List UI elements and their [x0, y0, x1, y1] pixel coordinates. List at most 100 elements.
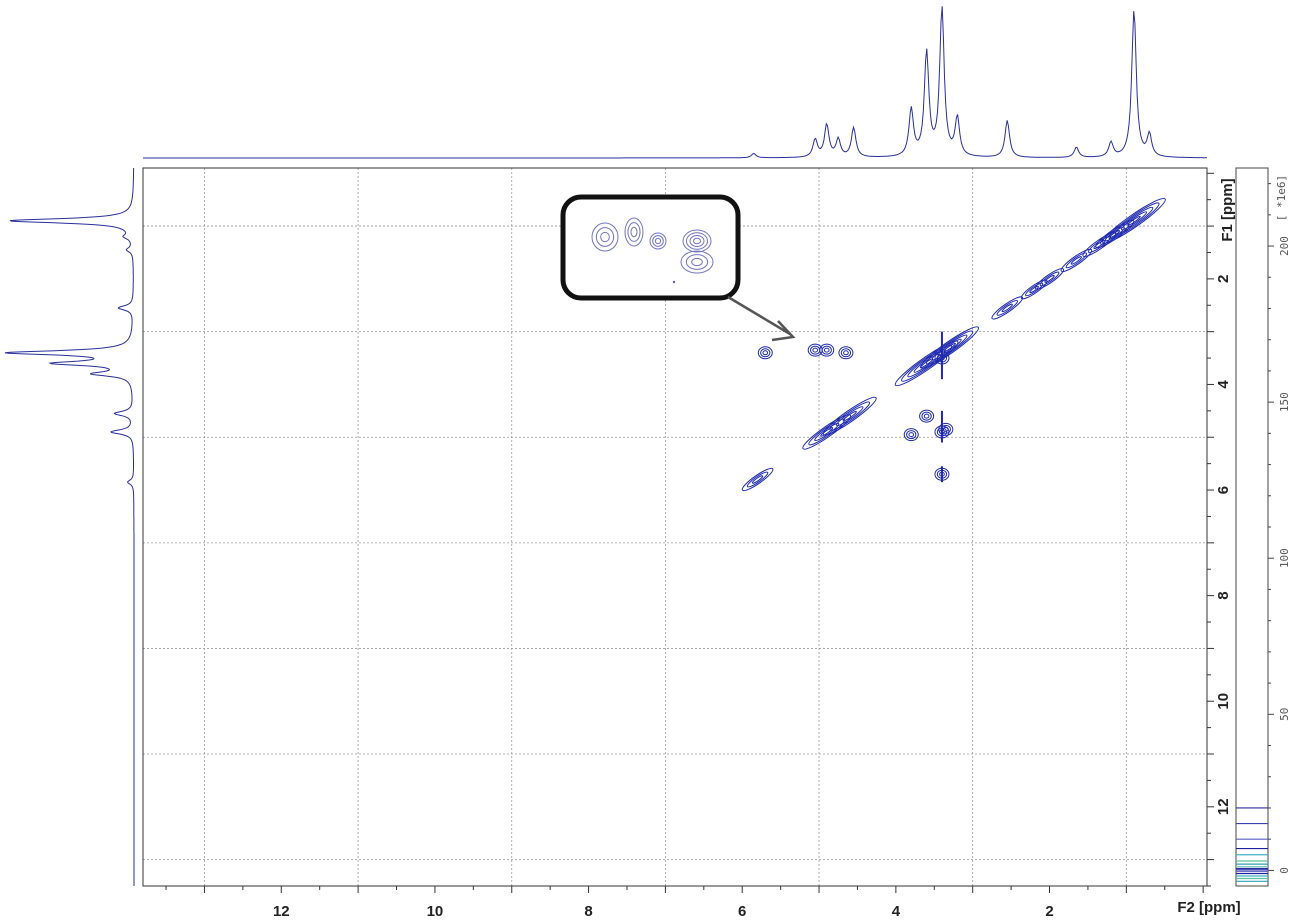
y-axis-label: F1 [ppm] — [1219, 178, 1236, 241]
inset-contour — [630, 226, 638, 238]
y-tick-label: 6 — [1215, 486, 1232, 494]
inset-contour — [591, 222, 619, 252]
contour-peak — [1039, 271, 1060, 287]
contour-peak — [923, 413, 930, 419]
contour-peak — [906, 430, 917, 440]
scale-tick-label: 150 — [1278, 392, 1291, 412]
contour-peak — [1102, 197, 1166, 244]
scale-tick-label: 200 — [1278, 236, 1291, 256]
contour-peak — [996, 299, 1018, 316]
contour-peak — [1108, 202, 1160, 240]
contour-peak — [1087, 236, 1111, 254]
contour-peak — [919, 409, 935, 423]
inset-contour — [686, 232, 708, 250]
contour-peak — [836, 406, 864, 427]
contour-peak — [808, 418, 846, 446]
contour-peak — [821, 345, 832, 355]
contour-peak — [1114, 206, 1154, 235]
contour-peak — [802, 414, 852, 450]
contour-peak — [943, 342, 956, 353]
contour-peak — [1082, 232, 1117, 258]
contour-peak — [810, 345, 821, 355]
contour-peak — [1034, 268, 1065, 290]
contour-peak — [838, 346, 854, 360]
contour-peak — [812, 347, 819, 353]
x-tick-label: 6 — [738, 903, 746, 920]
plot-frame — [142, 167, 1208, 887]
zoom-inset — [560, 194, 796, 342]
contour-peak — [820, 427, 834, 437]
inset-contour-dot — [672, 280, 676, 284]
scale-tick-label: 0 — [1278, 867, 1291, 874]
contour-peak — [1044, 274, 1055, 283]
contour-peak — [938, 422, 954, 436]
f1-projection-spectrum — [4, 168, 135, 886]
inset-box — [560, 194, 741, 301]
contour-peak — [843, 350, 849, 356]
contour-peak — [762, 350, 769, 356]
inset-contour — [600, 231, 610, 243]
x-tick-label: 4 — [892, 903, 901, 920]
x-axis: 12 10 8 6 4 2 — [165, 886, 1204, 920]
y-tick-label: 10 — [1215, 693, 1232, 710]
scale-bar-label: [ *1e6] — [1275, 175, 1288, 221]
x-axis-label: F2 [ppm] — [1177, 899, 1240, 916]
contour-peak — [908, 432, 915, 438]
contour-peak — [757, 346, 773, 360]
contour-peak — [991, 296, 1024, 320]
contour-peak — [907, 349, 946, 378]
scale-tick-label: 50 — [1278, 708, 1291, 721]
contour-peak — [903, 428, 919, 442]
inset-contour — [654, 237, 662, 245]
contour-peak — [1065, 252, 1088, 269]
contour-peak — [1020, 279, 1048, 300]
f2-projection-trace — [143, 6, 1207, 159]
f1-projection-trace — [4, 168, 135, 533]
y-tick-label: 8 — [1215, 591, 1232, 599]
contour-peak — [807, 343, 823, 357]
x-tick-label: 2 — [1045, 903, 1053, 920]
contour-peak — [751, 475, 764, 484]
contour-peak — [894, 340, 959, 387]
contour-peak — [746, 471, 769, 488]
contour-peak — [840, 348, 852, 358]
x-tick-label: 10 — [427, 903, 444, 920]
contour-peak — [1095, 219, 1135, 249]
contour-peak — [814, 422, 840, 442]
contour-peak — [822, 396, 877, 436]
scale-bar-frame — [1235, 167, 1269, 887]
y-tick-label: 4 — [1215, 380, 1232, 389]
contour-peak — [741, 467, 774, 492]
contour-peak — [1029, 285, 1039, 294]
inset-contour — [685, 254, 709, 270]
grid-lines — [143, 168, 1207, 886]
contour-peak — [760, 348, 771, 358]
y-tick-label: 2 — [1215, 275, 1232, 283]
contour-peak — [931, 334, 968, 361]
inset-contour — [691, 257, 703, 267]
y-axis: 2 4 6 8 10 12 — [1207, 172, 1232, 887]
inset-contour — [693, 237, 701, 245]
contour-peak — [1100, 223, 1130, 245]
inset-contour — [652, 235, 664, 247]
contour-peak — [919, 358, 934, 369]
inset-contour — [682, 229, 712, 253]
scale-tick-label: 100 — [1278, 548, 1291, 568]
inset-arrow-head — [771, 320, 796, 342]
y-tick-label: 12 — [1215, 798, 1232, 815]
intensity-scale-bar: 200 150 100 50 0 — [1235, 167, 1291, 887]
contour-peak — [1093, 240, 1106, 250]
contour-peak — [1070, 256, 1083, 265]
inset-contour — [627, 222, 641, 242]
inset-contour — [595, 227, 615, 247]
contour-peak — [1025, 282, 1044, 297]
inset-arrow-line — [727, 295, 791, 336]
x-tick-label: 8 — [584, 903, 592, 920]
inset-contour — [624, 217, 644, 247]
contour-peak — [823, 347, 830, 353]
contour-peak — [942, 426, 949, 432]
contour-peak — [1060, 248, 1093, 273]
inset-contour — [680, 250, 714, 274]
contour-peak — [1001, 303, 1013, 313]
